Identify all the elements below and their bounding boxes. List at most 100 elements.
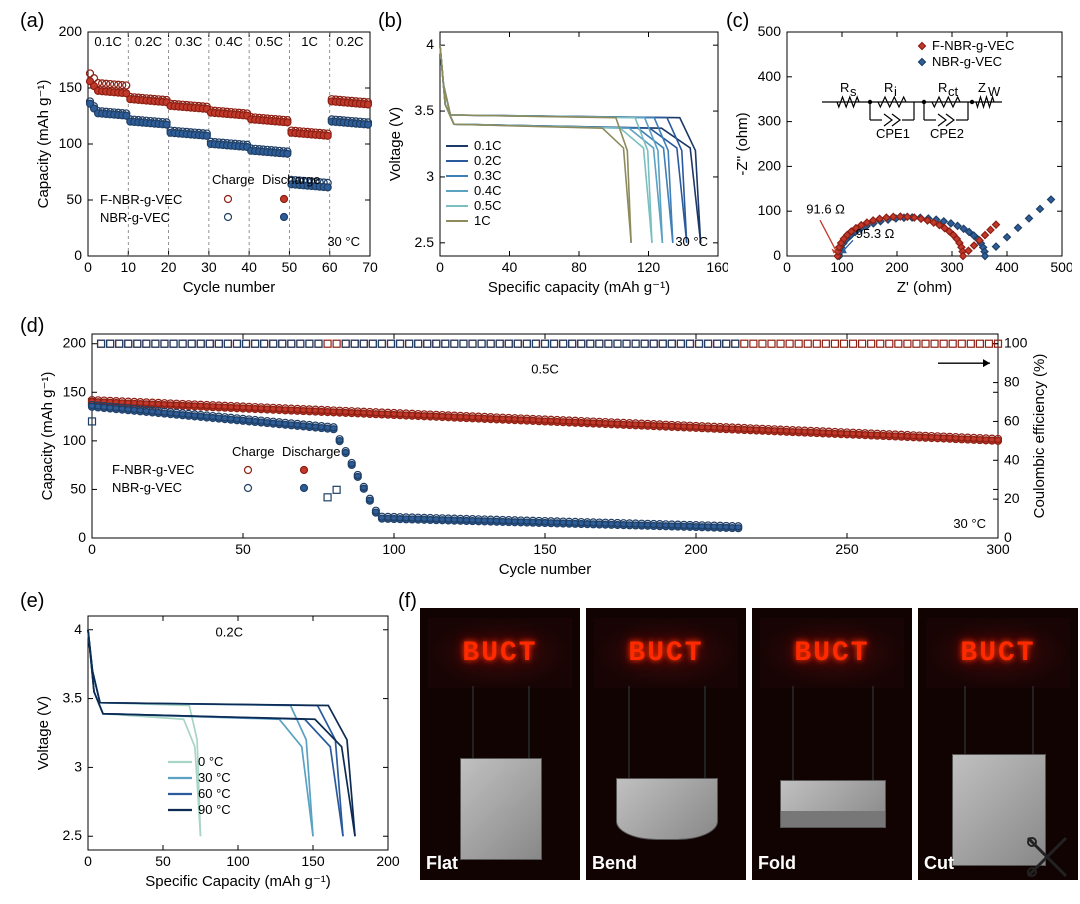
svg-text:50: 50 xyxy=(66,191,82,207)
svg-text:i: i xyxy=(894,84,897,99)
led-text: BUCT xyxy=(794,638,869,669)
svg-text:500: 500 xyxy=(758,23,782,39)
svg-text:Discharge: Discharge xyxy=(282,444,341,459)
chart-d: 050100150200250300050100150200Cycle numb… xyxy=(30,320,1070,590)
svg-text:0.3C: 0.3C xyxy=(175,34,202,49)
svg-text:Specific capacity (mAh g⁻¹): Specific capacity (mAh g⁻¹) xyxy=(488,279,670,296)
svg-text:4: 4 xyxy=(74,621,82,637)
svg-text:500: 500 xyxy=(1050,259,1072,275)
svg-text:R: R xyxy=(840,80,849,95)
photo-fold: BUCTFold xyxy=(752,608,912,880)
svg-text:100: 100 xyxy=(830,259,854,275)
svg-text:40: 40 xyxy=(1004,451,1020,467)
svg-text:s: s xyxy=(850,84,857,99)
svg-text:R: R xyxy=(938,80,947,95)
svg-text:200: 200 xyxy=(758,157,782,173)
svg-text:0: 0 xyxy=(74,247,82,263)
svg-text:0: 0 xyxy=(436,259,444,275)
chart-c: 0 100 200 300 400 500 0 100 200 300 400 500 Z' (ohm)… xyxy=(732,18,1072,308)
svg-text:300: 300 xyxy=(758,113,782,129)
svg-text:Voltage (V): Voltage (V) xyxy=(35,696,52,770)
svg-text:30: 30 xyxy=(201,259,217,275)
svg-text:40: 40 xyxy=(241,259,257,275)
svg-text:30 °C: 30 °C xyxy=(953,516,986,531)
svg-text:10: 10 xyxy=(120,259,136,275)
svg-text:20: 20 xyxy=(1004,490,1020,506)
svg-text:3.5: 3.5 xyxy=(415,102,435,118)
svg-text:95.3 Ω: 95.3 Ω xyxy=(856,226,895,241)
svg-text:0.1C: 0.1C xyxy=(474,138,501,153)
svg-text:160: 160 xyxy=(706,259,728,275)
svg-text:30 °C: 30 °C xyxy=(198,770,231,785)
svg-text:0.5C: 0.5C xyxy=(474,198,501,213)
svg-text:Voltage (V): Voltage (V) xyxy=(388,107,404,181)
pouch-cell xyxy=(460,758,542,860)
pouch-cell xyxy=(616,778,718,840)
svg-text:100: 100 xyxy=(758,202,782,218)
svg-text:100: 100 xyxy=(382,541,406,557)
svg-text:0: 0 xyxy=(84,259,92,275)
svg-text:CPE2: CPE2 xyxy=(930,126,964,141)
svg-text:20: 20 xyxy=(161,259,177,275)
svg-text:100: 100 xyxy=(59,135,83,151)
svg-text:Z' (ohm): Z' (ohm) xyxy=(897,279,952,296)
svg-text:4: 4 xyxy=(426,36,434,52)
svg-text:NBR-g-VEC: NBR-g-VEC xyxy=(932,54,1002,69)
svg-text:Specific Capacity (mAh g⁻¹): Specific Capacity (mAh g⁻¹) xyxy=(145,873,330,890)
photo-caption: Flat xyxy=(426,853,458,874)
svg-text:400: 400 xyxy=(995,259,1019,275)
svg-text:0.3C: 0.3C xyxy=(474,168,501,183)
svg-text:Cycle number: Cycle number xyxy=(499,561,592,578)
label-f: (f) xyxy=(398,590,417,613)
svg-text:50: 50 xyxy=(155,853,171,869)
svg-text:Charge: Charge xyxy=(232,444,275,459)
photo-caption: Bend xyxy=(592,853,637,874)
svg-text:90 °C: 90 °C xyxy=(198,802,231,817)
led-text: BUCT xyxy=(628,638,703,669)
svg-text:ct: ct xyxy=(948,84,959,99)
svg-text:0.5C: 0.5C xyxy=(531,362,558,377)
chart-e: 0501001502002.533.54Specific Capacity (m… xyxy=(30,600,400,900)
svg-text:Charge: Charge xyxy=(212,172,255,187)
svg-text:100: 100 xyxy=(1004,335,1028,351)
svg-text:NBR-g-VEC: NBR-g-VEC xyxy=(112,480,182,495)
pouch-cell xyxy=(780,780,886,828)
svg-text:60: 60 xyxy=(1004,412,1020,428)
svg-text:80: 80 xyxy=(1004,374,1020,390)
svg-text:0: 0 xyxy=(783,259,791,275)
svg-text:NBR-g-VEC: NBR-g-VEC xyxy=(100,210,170,225)
svg-text:400: 400 xyxy=(758,68,782,84)
led-text: BUCT xyxy=(960,638,1035,669)
svg-text:Capacity (mAh g⁻¹): Capacity (mAh g⁻¹) xyxy=(35,80,52,209)
svg-text:Cycle number: Cycle number xyxy=(183,279,276,296)
svg-text:60 °C: 60 °C xyxy=(198,786,231,801)
svg-text:-Z'' (ohm): -Z'' (ohm) xyxy=(734,112,751,175)
svg-text:50: 50 xyxy=(282,259,298,275)
svg-text:0.2C: 0.2C xyxy=(336,34,363,49)
svg-text:3: 3 xyxy=(74,758,82,774)
svg-text:50: 50 xyxy=(70,480,86,496)
svg-text:100: 100 xyxy=(226,853,250,869)
svg-text:91.6 Ω: 91.6 Ω xyxy=(806,201,845,216)
svg-text:200: 200 xyxy=(376,853,400,869)
svg-text:30 °C: 30 °C xyxy=(327,234,360,249)
svg-text:0.4C: 0.4C xyxy=(474,183,501,198)
svg-text:1C: 1C xyxy=(474,213,491,228)
svg-text:200: 200 xyxy=(885,259,909,275)
svg-text:R: R xyxy=(884,80,893,95)
svg-text:F-NBR-g-VEC: F-NBR-g-VEC xyxy=(112,462,194,477)
svg-text:200: 200 xyxy=(59,23,83,39)
svg-text:300: 300 xyxy=(940,259,964,275)
svg-text:80: 80 xyxy=(571,259,587,275)
photo-flat: BUCTFlat xyxy=(420,608,580,880)
svg-text:60: 60 xyxy=(322,259,338,275)
svg-text:Coulombic efficiency (%): Coulombic efficiency (%) xyxy=(1031,354,1048,519)
svg-text:150: 150 xyxy=(301,853,325,869)
svg-text:0.5C: 0.5C xyxy=(256,34,283,49)
svg-text:Capacity (mAh g⁻¹): Capacity (mAh g⁻¹) xyxy=(39,372,56,501)
chart-a: 010203040506070050100150200Cycle numberC… xyxy=(30,18,380,308)
svg-text:0.2C: 0.2C xyxy=(474,153,501,168)
chart-b: 040801201602.533.54Specific capacity (mA… xyxy=(388,18,728,308)
svg-text:200: 200 xyxy=(684,541,708,557)
svg-text:0: 0 xyxy=(773,247,781,263)
